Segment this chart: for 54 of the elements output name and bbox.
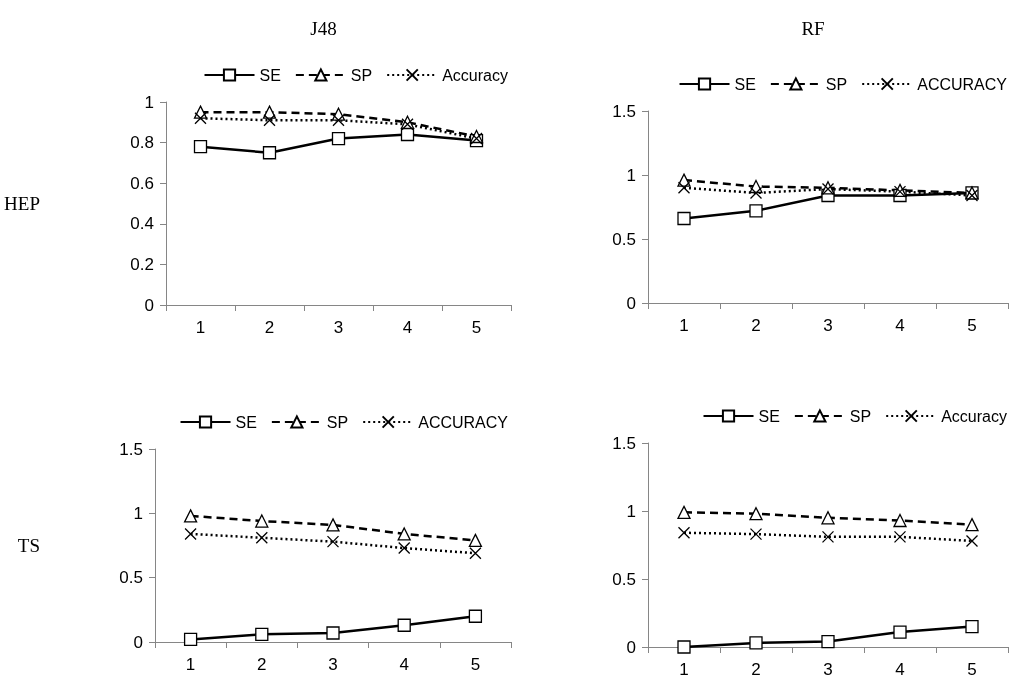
- x-tick-label: 4: [399, 655, 409, 674]
- y-tick-label: 0: [144, 295, 154, 315]
- y-tick-label: 0: [133, 632, 143, 652]
- y-tick-label: 0.5: [119, 568, 143, 588]
- x-tick-label: 4: [895, 316, 905, 335]
- x-tick-label: 1: [679, 316, 689, 335]
- legend-label: SE: [259, 66, 281, 84]
- legend-label: Accuracy: [442, 66, 508, 84]
- x-tick-label: 4: [895, 660, 905, 679]
- x-tick-label: 5: [471, 318, 482, 337]
- y-tick-label: 0.6: [130, 173, 154, 193]
- legend-label: SP: [849, 407, 872, 425]
- x-tick-label: 2: [264, 318, 275, 337]
- y-tick-label: 0.5: [612, 569, 636, 589]
- legend-label: SP: [326, 413, 349, 431]
- x-tick-label: 2: [257, 655, 267, 674]
- y-tick-label: 1: [144, 92, 154, 112]
- x-tick-label: 3: [333, 318, 344, 337]
- y-tick-label: 0.4: [130, 214, 154, 234]
- y-tick-label: 1.5: [612, 101, 636, 121]
- x-tick-label: 3: [823, 660, 833, 679]
- y-axis-title: HEP: [4, 193, 40, 214]
- y-tick-label: 0: [626, 637, 636, 657]
- y-tick-label: 1: [626, 501, 636, 521]
- y-tick-label: 1.5: [119, 439, 143, 459]
- legend-label: SE: [235, 413, 257, 431]
- x-tick-label: 3: [823, 316, 833, 335]
- x-tick-label: 5: [470, 655, 481, 674]
- legend-label: SE: [758, 407, 780, 425]
- y-tick-label: 1: [626, 165, 636, 185]
- x-tick-label: 2: [751, 316, 761, 335]
- y-tick-label: 0: [626, 293, 636, 313]
- x-tick-label: 3: [328, 655, 338, 674]
- legend-label: Accuracy: [941, 407, 1007, 425]
- chart-title: J48: [310, 18, 337, 39]
- y-tick-label: 1: [133, 503, 143, 523]
- y-tick-label: 0.5: [612, 229, 636, 249]
- y-tick-label: 1.5: [612, 433, 636, 453]
- x-tick-label: 1: [185, 655, 196, 674]
- legend-label: SP: [825, 75, 848, 93]
- x-tick-label: 5: [967, 660, 977, 679]
- legend-label: SE: [734, 75, 756, 93]
- y-tick-label: 0.8: [130, 133, 154, 153]
- x-tick-label: 5: [967, 316, 977, 335]
- legend-label: ACCURACY: [917, 75, 1008, 93]
- x-tick-label: 2: [751, 660, 761, 679]
- legend-label: SP: [350, 66, 373, 84]
- x-tick-label: 4: [402, 318, 413, 337]
- chart-title: RF: [801, 18, 825, 39]
- legend-label: ACCURACY: [418, 413, 509, 431]
- x-tick-label: 1: [679, 660, 689, 679]
- y-tick-label: 0.2: [130, 254, 154, 274]
- y-axis-title: TS: [17, 535, 40, 556]
- x-tick-label: 1: [195, 318, 206, 337]
